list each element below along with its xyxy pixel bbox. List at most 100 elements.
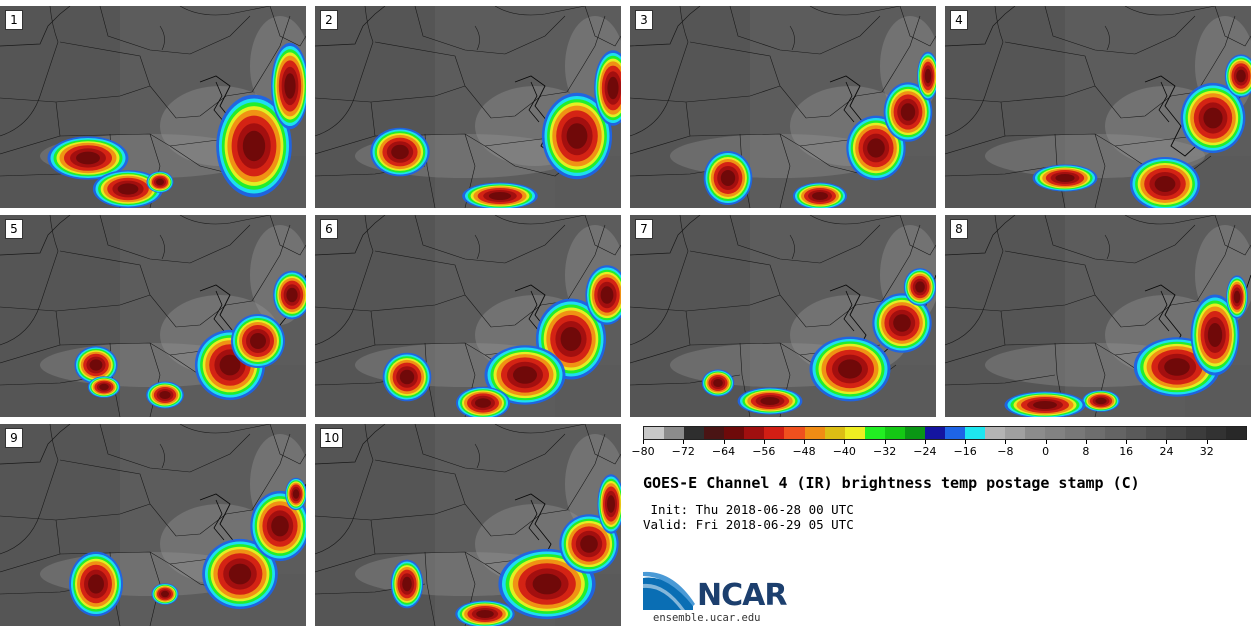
colorbar-tick bbox=[763, 440, 765, 444]
colorbar-tick-label: −40 bbox=[832, 445, 856, 458]
satellite-map bbox=[0, 424, 306, 626]
panel-number: 1 bbox=[5, 10, 23, 30]
colorbar-segment bbox=[904, 427, 925, 439]
colorbar-tick bbox=[884, 440, 886, 444]
colorbar-tick bbox=[643, 440, 644, 444]
valid-time: Valid: Fri 2018-06-29 05 UTC bbox=[643, 517, 854, 532]
colorbar-tick bbox=[1126, 440, 1128, 444]
map-panel-10: 10 bbox=[315, 424, 621, 626]
colorbar-segment bbox=[824, 427, 845, 439]
colorbar-segment bbox=[864, 427, 885, 439]
colorbar-segment bbox=[744, 427, 765, 439]
ncar-logo[interactable]: NCAR ensemble.ucar.edu bbox=[643, 570, 803, 625]
map-panel-2: 2 bbox=[315, 6, 621, 208]
panel-number: 5 bbox=[5, 219, 23, 239]
colorbar-tick bbox=[965, 440, 967, 444]
map-panel-6: 6 bbox=[315, 215, 621, 417]
colorbar-segment bbox=[1165, 427, 1186, 439]
run-info: Init: Thu 2018-06-28 00 UTC Valid: Fri 2… bbox=[643, 502, 854, 532]
colorbar-segment bbox=[844, 427, 865, 439]
colorbar-tick bbox=[1085, 440, 1087, 444]
colorbar-segment bbox=[965, 427, 986, 439]
map-panel-4: 4 bbox=[945, 6, 1251, 208]
colorbar-segment bbox=[1065, 427, 1086, 439]
colorbar-tick bbox=[1005, 440, 1007, 444]
panel-number: 10 bbox=[320, 428, 344, 448]
ensemble-url[interactable]: ensemble.ucar.edu bbox=[653, 612, 761, 624]
colorbar-tick-label: 8 bbox=[1082, 445, 1090, 458]
colorbar-segment bbox=[1145, 427, 1166, 439]
colorbar-segment bbox=[944, 427, 965, 439]
colorbar-segment bbox=[1045, 427, 1066, 439]
map-panel-7: 7 bbox=[630, 215, 936, 417]
colorbar-tick bbox=[683, 440, 685, 444]
map-panel-1: 1 bbox=[0, 6, 306, 208]
map-panel-8: 8 bbox=[945, 215, 1251, 417]
colorbar-segment bbox=[724, 427, 745, 439]
colorbar-tick-label: −24 bbox=[913, 445, 937, 458]
satellite-map bbox=[945, 215, 1251, 417]
colorbar-segment bbox=[684, 427, 705, 439]
temperature-colorbar bbox=[643, 426, 1247, 440]
satellite-map bbox=[0, 6, 306, 208]
colorbar-tick-label: −80 bbox=[631, 445, 655, 458]
panel-number: 3 bbox=[635, 10, 653, 30]
colorbar-tick-label: 16 bbox=[1119, 445, 1134, 458]
satellite-map bbox=[945, 6, 1251, 208]
colorbar-tick-label: 24 bbox=[1159, 445, 1174, 458]
colorbar-segment bbox=[1025, 427, 1046, 439]
colorbar-tick bbox=[723, 440, 725, 444]
colorbar-segment bbox=[1105, 427, 1126, 439]
colorbar-segment bbox=[764, 427, 785, 439]
colorbar-tick-label: −48 bbox=[792, 445, 816, 458]
colorbar-segment bbox=[804, 427, 825, 439]
colorbar-tick bbox=[804, 440, 806, 444]
colorbar-tick bbox=[1166, 440, 1168, 444]
panel-number: 8 bbox=[950, 219, 968, 239]
satellite-map bbox=[630, 6, 936, 208]
colorbar-ticks: −80 −72 −64 −56 −48 −40 −32 −24 −16 −8 0 8 16 24 32 bbox=[631, 440, 1247, 460]
colorbar-segment bbox=[884, 427, 905, 439]
colorbar-tick-label: −64 bbox=[711, 445, 736, 458]
colorbar-segment bbox=[644, 427, 665, 439]
colorbar-tick bbox=[1045, 440, 1047, 444]
map-panel-3: 3 bbox=[630, 6, 936, 208]
satellite-map bbox=[630, 215, 936, 417]
panel-number: 4 bbox=[950, 10, 968, 30]
colorbar-tick-label: −16 bbox=[953, 445, 977, 458]
panel-number: 7 bbox=[635, 219, 653, 239]
satellite-map bbox=[315, 6, 621, 208]
colorbar-segment bbox=[1225, 427, 1246, 439]
colorbar-segment bbox=[985, 427, 1006, 439]
map-panel-9: 9 bbox=[0, 424, 306, 626]
colorbar-segment bbox=[664, 427, 685, 439]
panel-number: 2 bbox=[320, 10, 338, 30]
ncar-logo-icon bbox=[643, 571, 695, 610]
colorbar-segment bbox=[1185, 427, 1206, 439]
init-time: Init: Thu 2018-06-28 00 UTC bbox=[643, 502, 854, 517]
colorbar-segment bbox=[704, 427, 725, 439]
colorbar-tick-label: −8 bbox=[997, 445, 1014, 458]
colorbar-tick bbox=[844, 440, 846, 444]
colorbar-segment bbox=[1125, 427, 1146, 439]
colorbar-tick-label: 0 bbox=[1042, 445, 1050, 458]
ncar-logo-text: NCAR bbox=[697, 578, 787, 613]
colorbar-tick-label: 32 bbox=[1199, 445, 1214, 458]
colorbar-tick-label: −32 bbox=[872, 445, 897, 458]
colorbar-tick bbox=[1206, 440, 1208, 444]
colorbar-segment bbox=[1005, 427, 1026, 439]
panel-number: 6 bbox=[320, 219, 338, 239]
colorbar-tick-label: −72 bbox=[671, 445, 695, 458]
colorbar-segment bbox=[784, 427, 805, 439]
satellite-map bbox=[0, 215, 306, 417]
colorbar-tick bbox=[924, 440, 926, 444]
colorbar-segment bbox=[924, 427, 945, 439]
colorbar-tick-label: −56 bbox=[752, 445, 776, 458]
satellite-map bbox=[315, 424, 621, 626]
colorbar-segment bbox=[1085, 427, 1106, 439]
colorbar-segment bbox=[1205, 427, 1226, 439]
chart-title: GOES-E Channel 4 (IR) brightness temp po… bbox=[643, 474, 1140, 492]
map-panel-5: 5 bbox=[0, 215, 306, 417]
satellite-map bbox=[315, 215, 621, 417]
panel-number: 9 bbox=[5, 428, 23, 448]
